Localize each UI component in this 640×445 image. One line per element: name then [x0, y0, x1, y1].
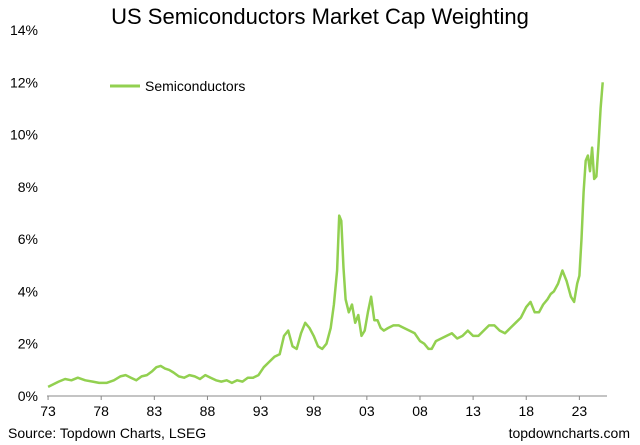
- series-layer: [47, 82, 604, 389]
- x-axis-ticks: 73 78 83 88 93 98 03 08 13 18 23: [40, 396, 587, 419]
- y-tick-label: 4%: [18, 283, 38, 299]
- brand-note: topdowncharts.com: [508, 425, 630, 441]
- y-axis-ticks: 0% 2% 4% 6% 8% 10% 12% 14%: [10, 22, 38, 404]
- x-tick-label: 03: [359, 403, 375, 419]
- chart-title: US Semiconductors Market Cap Weighting: [111, 4, 529, 29]
- legend: Semiconductors: [110, 78, 245, 94]
- series-line: [47, 82, 604, 389]
- y-tick-label: 6%: [18, 231, 38, 247]
- y-tick-label: 0%: [18, 388, 38, 404]
- x-tick-label: 23: [572, 403, 588, 419]
- x-tick-label: 93: [253, 403, 269, 419]
- y-tick-label: 8%: [18, 179, 38, 195]
- x-tick-label: 08: [412, 403, 428, 419]
- source-note: Source: Topdown Charts, LSEG: [8, 425, 207, 441]
- x-tick-label: 13: [465, 403, 481, 419]
- x-tick-label: 18: [518, 403, 534, 419]
- x-tick-label: 98: [306, 403, 322, 419]
- x-tick-label: 78: [93, 403, 109, 419]
- x-tick-label: 88: [200, 403, 216, 419]
- y-tick-label: 14%: [10, 22, 38, 38]
- y-tick-label: 10%: [10, 127, 38, 143]
- y-tick-label: 12%: [10, 74, 38, 90]
- x-tick-label: 73: [40, 403, 56, 419]
- legend-label: Semiconductors: [145, 78, 245, 94]
- x-tick-label: 83: [147, 403, 163, 419]
- y-tick-label: 2%: [18, 336, 38, 352]
